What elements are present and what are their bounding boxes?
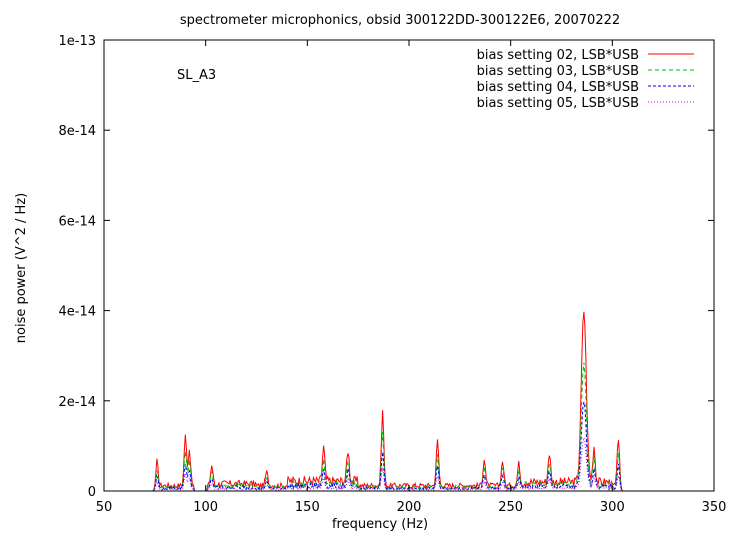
legend-label: bias setting 03, LSB*USB <box>477 64 639 79</box>
x-tick-label: 150 <box>295 500 320 515</box>
chart-title: spectrometer microphonics, obsid 300122D… <box>180 13 620 28</box>
annotation-label: SL_A3 <box>177 68 216 83</box>
series-line-2 <box>152 362 625 492</box>
series-line-3 <box>152 401 625 492</box>
series-line-1 <box>152 311 625 492</box>
y-tick-label: 6e-14 <box>58 214 96 229</box>
legend-label: bias setting 02, LSB*USB <box>477 48 639 63</box>
y-tick-label: 8e-14 <box>58 124 96 139</box>
x-tick-label: 300 <box>600 500 625 515</box>
axis-ticks: 50 100 150 200 250 300 350 0 2e-14 4e-14 6e-14 8e-1… <box>58 34 726 515</box>
y-tick-label: 2e-14 <box>58 395 96 410</box>
y-axis-label: noise power (V^2 / Hz) <box>14 193 29 343</box>
series-line-4 <box>152 437 625 492</box>
y-tick-label: 1e-13 <box>58 34 96 49</box>
x-tick-label: 350 <box>702 500 727 515</box>
x-axis-label: frequency (Hz) <box>332 517 428 532</box>
legend-label: bias setting 05, LSB*USB <box>477 96 639 111</box>
x-tick-label: 200 <box>397 500 422 515</box>
y-tick-label: 0 <box>88 485 96 500</box>
x-tick-label: 250 <box>498 500 523 515</box>
legend-label: bias setting 04, LSB*USB <box>477 80 639 95</box>
data-lines <box>152 311 625 492</box>
x-tick-label: 50 <box>96 500 113 515</box>
x-tick-label: 100 <box>193 500 218 515</box>
y-tick-label: 4e-14 <box>58 305 96 320</box>
